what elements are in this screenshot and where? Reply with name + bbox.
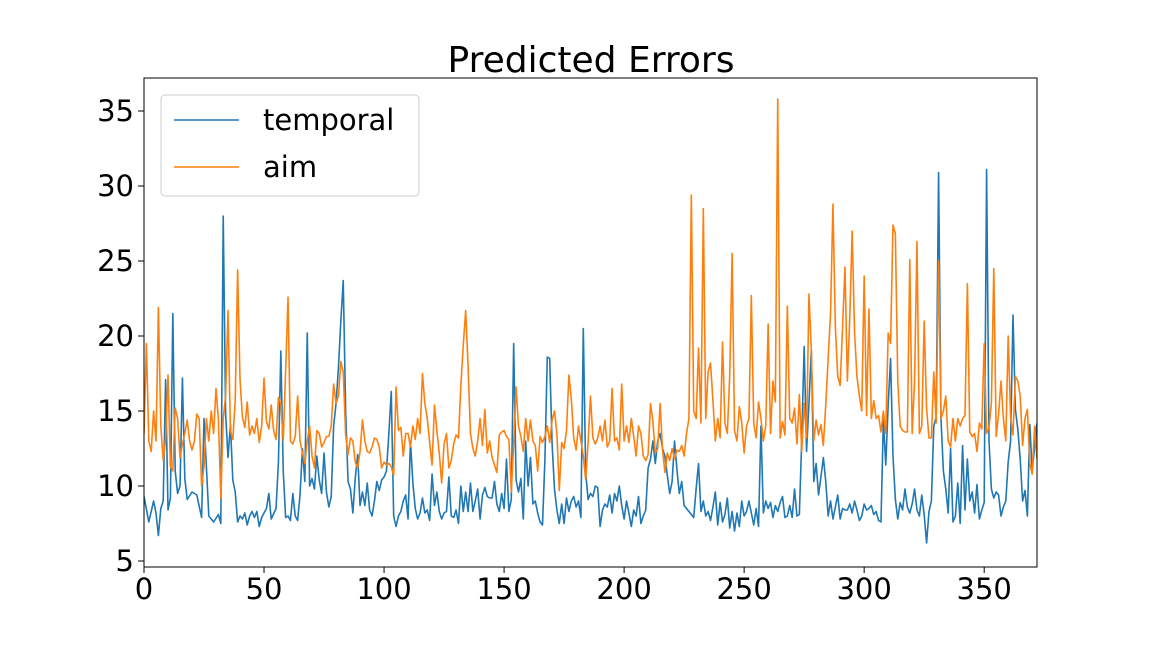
plot-frame [143,77,1038,568]
y-tick-label: 35 [97,94,134,128]
x-tick-label: 200 [596,572,651,606]
x-tick-label: 150 [476,572,531,606]
y-tick-label: 25 [97,244,134,278]
x-tick-label: 300 [836,572,891,606]
legend-label-aim: aim [263,150,317,184]
y-tick-label: 20 [97,319,134,353]
x-tick-label: 0 [135,572,153,606]
series-line-temporal [144,168,1037,544]
y-tick-label: 10 [97,469,134,503]
axes: 0 50 100 150 200 250 300 350 5 10 15 20 25 30 35 [97,77,1038,606]
chart-title: Predicted Errors [448,40,735,81]
series-line-aim [144,98,1037,499]
y-tick-label: 5 [116,544,134,578]
x-tick-label: 350 [957,572,1012,606]
legend: temporal aim [160,94,420,197]
x-tick-label: 250 [716,572,771,606]
x-tick-label: 100 [356,572,411,606]
legend-label-temporal: temporal [263,103,394,137]
x-tick-label: 50 [246,572,283,606]
y-tick-label: 30 [97,169,134,203]
y-tick-label: 15 [97,394,134,428]
plot-area [144,98,1037,544]
